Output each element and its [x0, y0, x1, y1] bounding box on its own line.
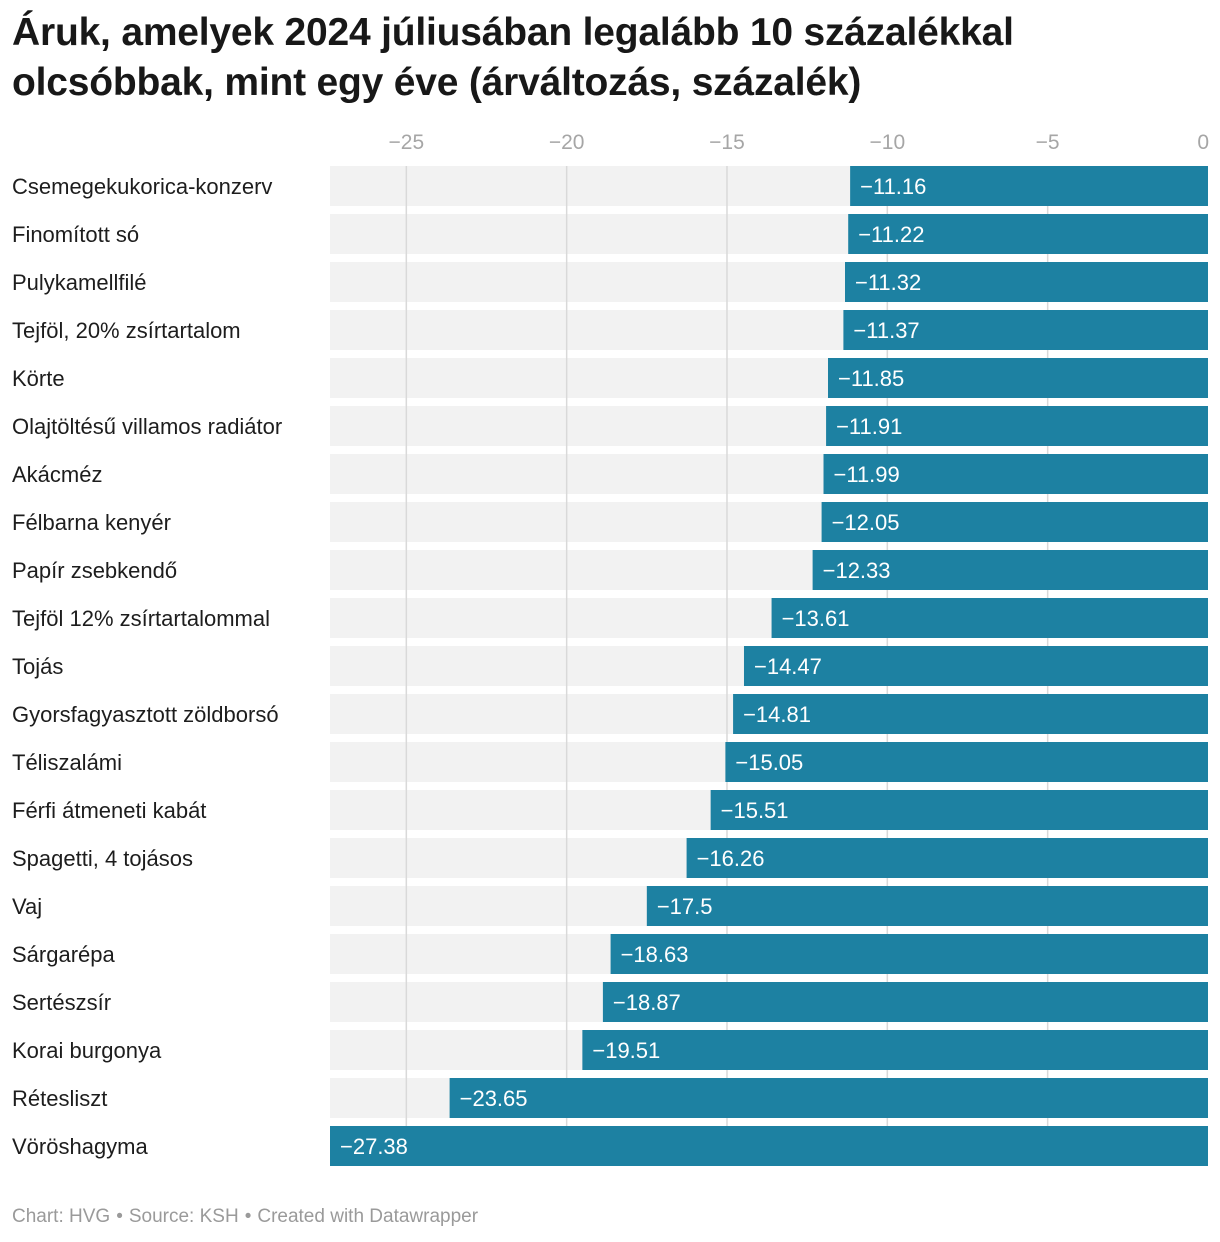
bar-value-label: −15.51: [721, 798, 789, 823]
bar: [823, 454, 1208, 494]
bar: [733, 694, 1208, 734]
bar: [844, 262, 1208, 302]
bar: [610, 934, 1208, 974]
bar: [686, 838, 1208, 878]
bar-value-label: −11.16: [860, 174, 926, 199]
created-with: Created with Datawrapper: [257, 1206, 479, 1227]
bar-value-label: −11.85: [838, 366, 904, 391]
bar: [850, 166, 1208, 206]
bar-value-label: −18.63: [621, 942, 689, 967]
category-label: Félbarna kenyér: [12, 510, 171, 535]
category-label: Finomított só: [12, 222, 139, 247]
bar-value-label: −13.61: [782, 606, 850, 631]
bar-value-label: −11.22: [858, 222, 924, 247]
category-label: Tojás: [12, 654, 63, 679]
category-label: Papír zsebkendő: [12, 558, 177, 583]
bar-value-label: −11.37: [853, 318, 919, 343]
bar: [771, 598, 1208, 638]
bar-value-label: −17.5: [657, 894, 713, 919]
category-label: Körte: [12, 366, 65, 391]
chart-credit: Chart: HVG: [12, 1206, 111, 1227]
bar-value-label: −14.81: [743, 702, 811, 727]
bar: [646, 886, 1208, 926]
bar: [828, 358, 1208, 398]
bar: [826, 406, 1208, 446]
bar-value-label: −18.87: [613, 990, 681, 1015]
chart-title: Áruk, amelyek 2024 júliusában legalább 1…: [12, 11, 1014, 104]
bar: [725, 742, 1208, 782]
bar-value-label: −11.91: [836, 414, 902, 439]
bar-value-label: −23.65: [460, 1086, 528, 1111]
bar-value-label: −19.51: [592, 1038, 660, 1063]
category-label: Spagetti, 4 tojásos: [12, 846, 193, 871]
category-label: Pulykamellfilé: [12, 270, 147, 295]
category-label: Rétesliszt: [12, 1086, 107, 1111]
bar: [848, 214, 1208, 254]
bar: [582, 1030, 1208, 1070]
bar-value-label: −11.32: [855, 270, 921, 295]
bar-chart: −25 −20 −15 −10 −5 0 Csemegekukorica-konzerv F…: [12, 131, 1209, 1166]
category-label: Tejföl, 20% zsírtartalom: [12, 318, 241, 343]
category-label: Tejföl 12% zsírtartalommal: [12, 606, 270, 631]
category-label: Csemegekukorica-konzerv: [12, 174, 272, 199]
chart-footer: Chart: HVG • Source: KSH • Created with Data…: [12, 1206, 478, 1228]
category-labels: Csemegekukorica-konzerv Finomított só Puly…: [12, 174, 282, 1159]
category-label: Sertészsír: [12, 990, 111, 1015]
bar: [843, 310, 1208, 350]
bar-value-label: −16.26: [697, 846, 765, 871]
bar-value-label: −15.05: [735, 750, 803, 775]
x-tick-label: −15: [709, 131, 745, 154]
bar: [602, 982, 1208, 1022]
bar-value-label: −14.47: [754, 654, 822, 679]
category-label: Férfi átmeneti kabát: [12, 798, 206, 823]
source-credit: Source: KSH: [128, 1206, 239, 1227]
category-label: Sárgarépa: [12, 942, 116, 967]
bars: [330, 166, 1208, 1166]
footer-separator: •: [244, 1206, 252, 1227]
bar-value-label: −11.99: [834, 462, 900, 487]
bar: [330, 1126, 1208, 1166]
bar: [812, 550, 1208, 590]
x-tick-label: −25: [389, 131, 425, 154]
category-label: Vöröshagyma: [12, 1134, 149, 1159]
x-tick-label: 0: [1197, 131, 1209, 154]
category-label: Gyorsfagyasztott zöldborsó: [12, 702, 279, 727]
x-axis-ticks: −25 −20 −15 −10 −5 0: [389, 131, 1209, 154]
x-tick-label: −10: [870, 131, 906, 154]
category-label: Vaj: [12, 894, 42, 919]
x-tick-label: −20: [549, 131, 585, 154]
bar: [743, 646, 1208, 686]
category-label: Olajtöltésű villamos radiátor: [12, 414, 282, 439]
footer-separator: •: [116, 1206, 123, 1227]
bar: [821, 502, 1208, 542]
x-tick-label: −5: [1036, 131, 1060, 154]
bar-value-label: −27.38: [340, 1134, 408, 1159]
bar: [449, 1078, 1208, 1118]
value-labels: −11.16 −11.22 −11.32 −11.37 −11.85 −11.91 −11.…: [340, 174, 926, 1159]
bar-value-label: −12.05: [832, 510, 900, 535]
category-label: Téliszalámi: [12, 750, 122, 775]
bar: [710, 790, 1208, 830]
category-label: Korai burgonya: [12, 1038, 162, 1063]
bar-value-label: −12.33: [823, 558, 891, 583]
category-label: Akácméz: [12, 462, 102, 487]
